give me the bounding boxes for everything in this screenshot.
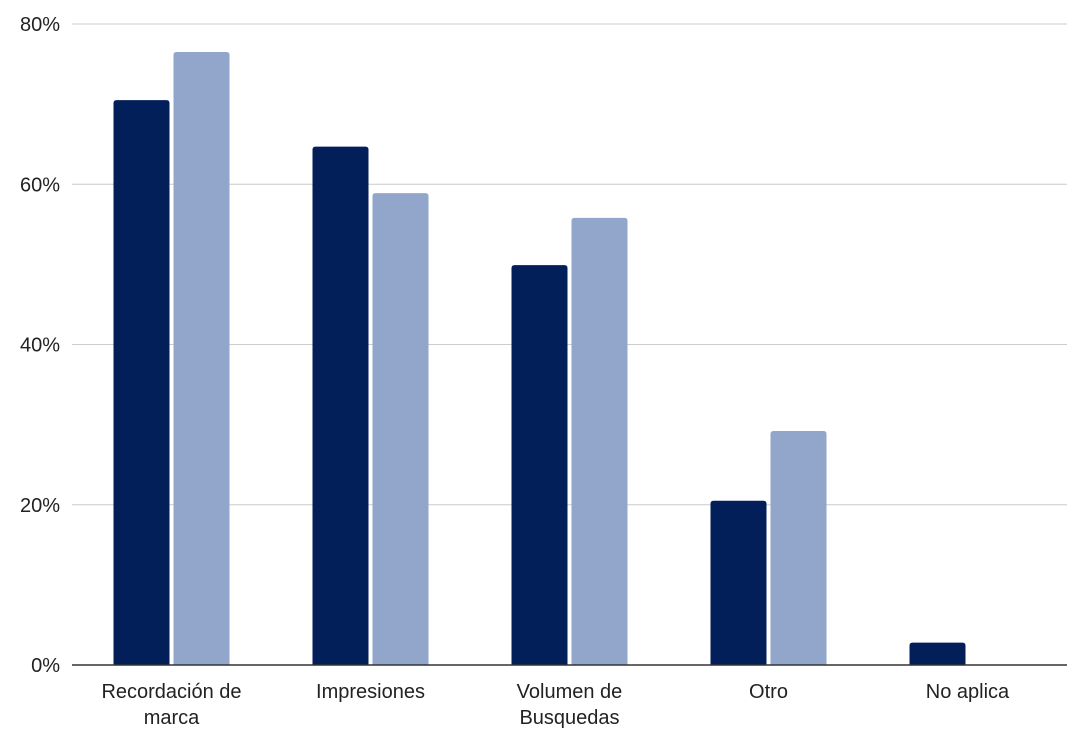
y-axis-ticks: 0% 20% 40% 60% 80%: [20, 14, 60, 677]
x-category-label: Recordación de marca: [101, 681, 241, 729]
y-tick-label: 20%: [20, 495, 60, 517]
y-tick-label: 0%: [31, 655, 60, 677]
bar-series-2-cat-4: [770, 431, 827, 665]
gridlines: [72, 23, 1067, 506]
bar-series-2-cat-2: [372, 193, 429, 665]
bar-series-1-cat-2: [312, 146, 369, 665]
bar-series-1-cat-5: [909, 642, 966, 665]
y-tick-label: 40%: [20, 335, 60, 357]
x-category-label: Volumen de Busquedas: [517, 681, 623, 729]
bars: [113, 52, 966, 665]
x-category-label: Otro: [749, 681, 788, 703]
x-category-label: Impresiones: [316, 681, 425, 703]
bar-series-2-cat-1: [173, 52, 230, 665]
bar-series-2-cat-3: [571, 217, 628, 665]
x-category-label: No aplica: [926, 681, 1010, 703]
x-axis-labels: Recordación de marca Impresiones Volumen de…: [101, 681, 1010, 729]
bar-series-1-cat-4: [710, 500, 767, 665]
bar-series-1-cat-1: [113, 100, 170, 665]
y-tick-label: 80%: [20, 14, 60, 36]
bar-series-1-cat-3: [511, 265, 568, 665]
y-tick-label: 60%: [20, 174, 60, 196]
